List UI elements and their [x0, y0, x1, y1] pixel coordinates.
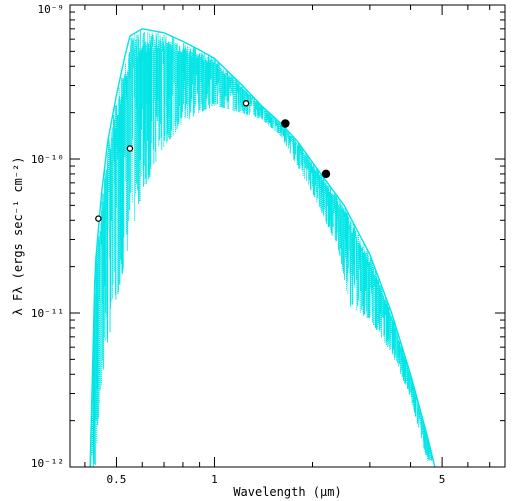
y-tick-label: 10⁻¹⁰: [31, 153, 64, 166]
axis-ticks: [70, 4, 505, 468]
y-tick-label: 10⁻⁹: [38, 3, 65, 16]
tick-labels: 0.5 1 5 10⁻¹² 10⁻¹¹ 10⁻¹⁰ 10⁻⁹: [31, 3, 446, 486]
spectrum-continuum: [89, 28, 436, 468]
model-spectrum: [89, 28, 436, 468]
photometry-point: [281, 119, 290, 128]
photometry-point: [126, 145, 134, 152]
plot-frame: [69, 4, 506, 468]
spectrum-trace: [89, 30, 436, 468]
x-tick-label: 5: [439, 473, 446, 486]
x-tick-label: 1: [211, 473, 218, 486]
x-axis-label: Wavelength (μm): [233, 485, 341, 499]
y-tick-label: 10⁻¹¹: [31, 307, 64, 320]
photometry-points: [95, 100, 331, 222]
x-tick-label: 0.5: [107, 473, 127, 486]
photometry-point: [242, 100, 250, 107]
y-tick-label: 10⁻¹²: [31, 457, 64, 470]
photometry-point: [321, 169, 331, 179]
photometry-point: [95, 215, 102, 222]
y-axis-label: λ Fλ (ergs sec⁻¹ cm⁻²): [11, 157, 25, 316]
